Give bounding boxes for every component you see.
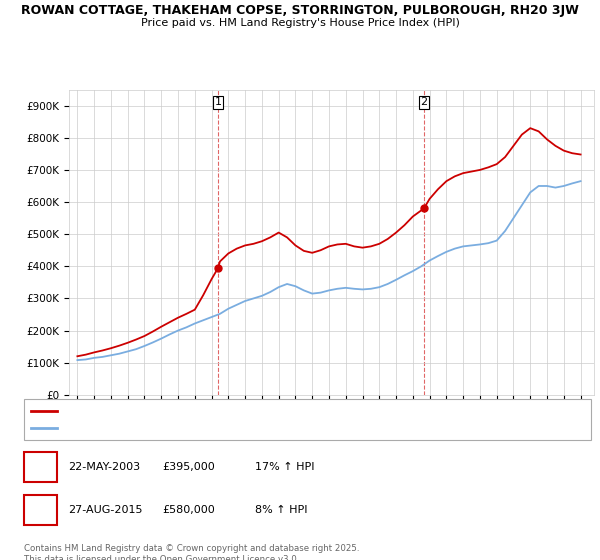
Text: 2: 2 (36, 503, 45, 516)
Text: HPI: Average price, detached house, Horsham: HPI: Average price, detached house, Hors… (61, 423, 286, 433)
Text: 27-AUG-2015: 27-AUG-2015 (68, 505, 142, 515)
Text: 8% ↑ HPI: 8% ↑ HPI (255, 505, 308, 515)
Text: 2: 2 (421, 97, 427, 107)
Text: £580,000: £580,000 (162, 505, 215, 515)
Text: £395,000: £395,000 (162, 461, 215, 472)
Text: ROWAN COTTAGE, THAKEHAM COPSE, STORRINGTON, PULBOROUGH, RH20 3JW (detached hou: ROWAN COTTAGE, THAKEHAM COPSE, STORRINGT… (61, 405, 527, 416)
Text: 1: 1 (36, 460, 45, 473)
Text: Contains HM Land Registry data © Crown copyright and database right 2025.
This d: Contains HM Land Registry data © Crown c… (24, 544, 359, 560)
Text: 1: 1 (215, 97, 221, 107)
Text: Price paid vs. HM Land Registry's House Price Index (HPI): Price paid vs. HM Land Registry's House … (140, 18, 460, 28)
Text: 17% ↑ HPI: 17% ↑ HPI (255, 461, 314, 472)
Text: 22-MAY-2003: 22-MAY-2003 (68, 461, 140, 472)
Text: ROWAN COTTAGE, THAKEHAM COPSE, STORRINGTON, PULBOROUGH, RH20 3JW: ROWAN COTTAGE, THAKEHAM COPSE, STORRINGT… (21, 4, 579, 17)
